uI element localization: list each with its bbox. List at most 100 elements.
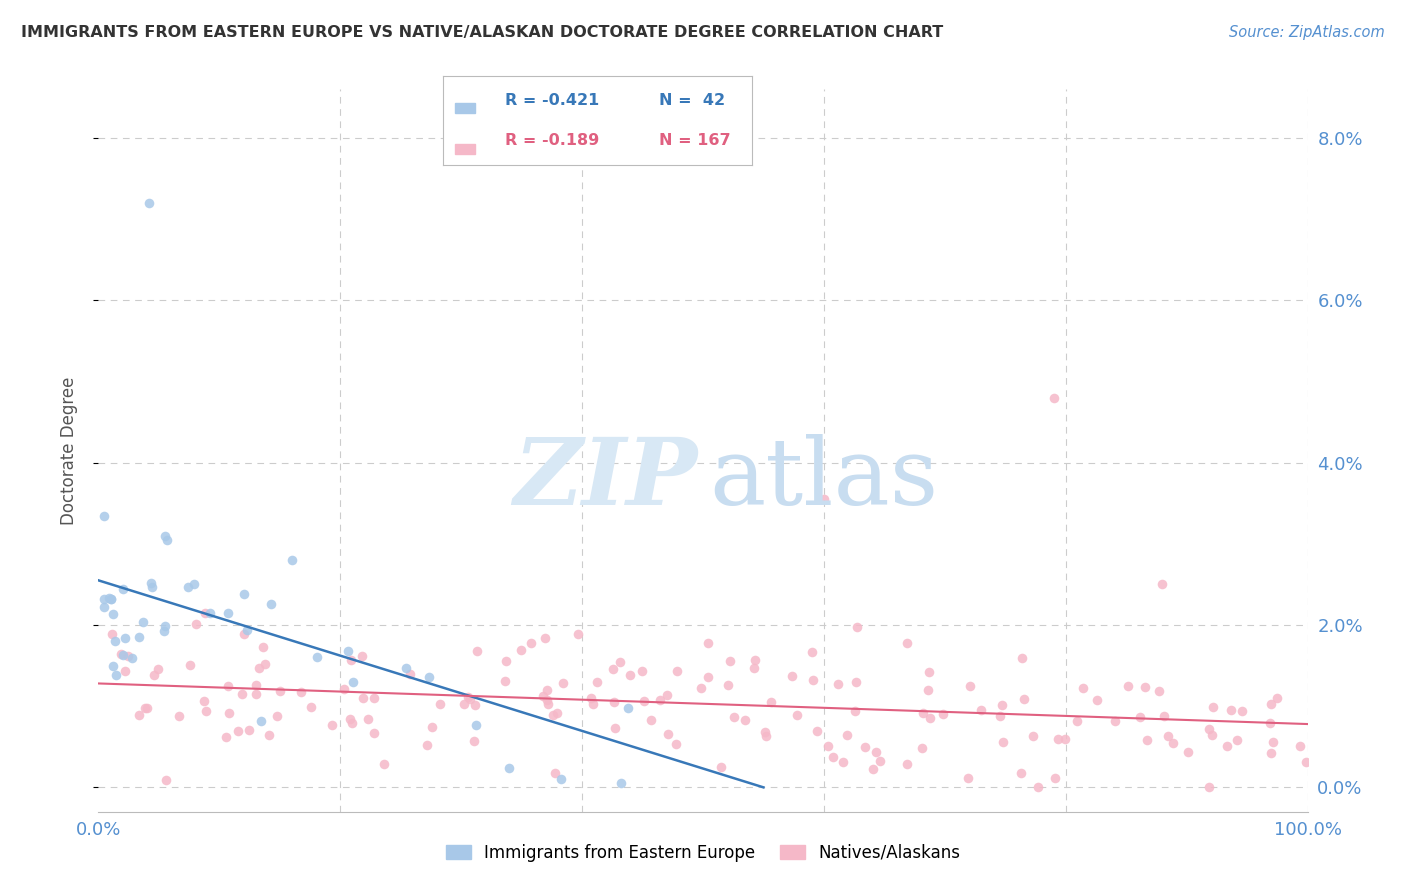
Point	[1136, 732, 1159, 747]
Point	[394, 661, 416, 675]
Point	[418, 670, 440, 684]
Point	[93, 592, 115, 607]
Point	[845, 675, 868, 690]
Point	[1022, 729, 1045, 743]
Point	[723, 710, 745, 724]
Point	[128, 631, 150, 645]
Point	[1147, 683, 1170, 698]
Point	[531, 689, 554, 703]
Point	[321, 718, 343, 732]
Text: R = -0.189: R = -0.189	[505, 134, 599, 148]
Point	[494, 674, 516, 689]
Point	[186, 616, 208, 631]
Point	[567, 627, 589, 641]
Point	[252, 640, 274, 654]
Point	[846, 620, 869, 634]
Point	[1129, 710, 1152, 724]
Point	[142, 668, 165, 682]
Point	[543, 707, 565, 722]
Point	[254, 657, 277, 671]
Point	[141, 580, 163, 594]
Text: Source: ZipAtlas.com: Source: ZipAtlas.com	[1229, 25, 1385, 40]
Point	[352, 690, 374, 705]
Point	[152, 624, 174, 638]
Point	[194, 606, 217, 620]
Point	[495, 654, 517, 668]
Point	[101, 627, 124, 641]
Point	[817, 739, 839, 754]
Point	[373, 756, 395, 771]
Bar	[456, 103, 475, 113]
Point	[806, 723, 828, 738]
Point	[218, 706, 240, 721]
Point	[689, 681, 711, 695]
Point	[862, 762, 884, 776]
Point	[520, 635, 543, 649]
Point	[657, 688, 679, 702]
Point	[236, 623, 259, 637]
Point	[114, 664, 136, 678]
Point	[238, 723, 260, 738]
Point	[339, 653, 361, 667]
Point	[896, 635, 918, 649]
Legend: Immigrants from Eastern Europe, Natives/Alaskans: Immigrants from Eastern Europe, Natives/…	[439, 837, 967, 869]
Point	[990, 709, 1012, 723]
Point	[167, 709, 190, 723]
Point	[233, 587, 256, 601]
Point	[911, 706, 934, 720]
Point	[1047, 732, 1070, 747]
Point	[759, 694, 782, 708]
Point	[1226, 732, 1249, 747]
Point	[339, 712, 361, 726]
Point	[609, 655, 631, 669]
Point	[146, 662, 169, 676]
Point	[551, 675, 574, 690]
Point	[633, 694, 655, 708]
Point	[755, 729, 778, 743]
Point	[1026, 780, 1049, 795]
Point	[865, 745, 887, 759]
Point	[136, 700, 159, 714]
Point	[744, 653, 766, 667]
Point	[363, 725, 385, 739]
Point	[121, 651, 143, 665]
Point	[340, 716, 363, 731]
Point	[603, 721, 626, 735]
Point	[398, 666, 420, 681]
Text: R = -0.421: R = -0.421	[505, 94, 599, 108]
Text: ZIP: ZIP	[513, 434, 697, 524]
Point	[1116, 679, 1139, 693]
Point	[299, 700, 322, 714]
Point	[98, 591, 121, 605]
Point	[333, 681, 356, 696]
Point	[1163, 736, 1185, 750]
Point	[247, 661, 270, 675]
Point	[138, 195, 160, 210]
Point	[194, 704, 217, 718]
Point	[754, 724, 776, 739]
Point	[550, 772, 572, 786]
Point	[1053, 731, 1076, 746]
Point	[650, 693, 672, 707]
Point	[918, 665, 941, 679]
Point	[100, 591, 122, 606]
Point	[1152, 577, 1174, 591]
Point	[657, 726, 679, 740]
Point	[991, 734, 1014, 748]
Point	[666, 664, 689, 678]
Point	[1066, 714, 1088, 729]
Point	[259, 728, 281, 742]
Point	[342, 675, 364, 690]
Point	[970, 703, 993, 717]
Point	[665, 737, 688, 751]
Point	[617, 700, 640, 714]
Point	[1230, 704, 1253, 718]
Point	[198, 606, 221, 620]
Point	[1085, 693, 1108, 707]
Point	[112, 582, 135, 596]
Point	[813, 492, 835, 507]
Point	[1202, 699, 1225, 714]
Point	[101, 607, 124, 621]
Point	[128, 708, 150, 723]
Point	[536, 692, 558, 706]
